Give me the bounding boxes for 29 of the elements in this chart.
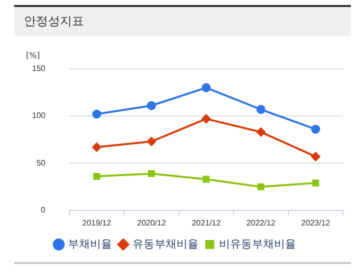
point bbox=[146, 101, 156, 110]
point bbox=[93, 172, 100, 180]
x-tick-label: 2023/12 bbox=[301, 218, 331, 228]
point bbox=[257, 183, 264, 190]
x-tick-label: 2020/12 bbox=[136, 218, 166, 228]
point bbox=[256, 104, 266, 114]
legend-label: 유동부채비율 bbox=[132, 237, 198, 250]
chart-title: 안정성지표 bbox=[24, 13, 84, 30]
x-tick-label: 2019/12 bbox=[82, 218, 112, 228]
y-tick-label: 0 bbox=[40, 206, 46, 215]
y-axis-title: [%] bbox=[26, 50, 40, 60]
y-tick-label: 100 bbox=[32, 111, 46, 120]
y-tick-label: 150 bbox=[32, 64, 46, 74]
point bbox=[146, 136, 156, 146]
legend-label: 비유동부채비율 bbox=[218, 237, 296, 250]
point bbox=[92, 110, 102, 119]
legend-label: 부채비율 bbox=[68, 237, 112, 250]
point bbox=[311, 124, 320, 134]
point bbox=[256, 128, 266, 137]
point bbox=[148, 170, 155, 178]
point bbox=[92, 142, 102, 152]
point bbox=[202, 114, 211, 124]
point bbox=[202, 176, 210, 183]
y-tick-label: 50 bbox=[36, 158, 46, 168]
x-tick-label: 2022/12 bbox=[246, 218, 276, 228]
point bbox=[311, 152, 320, 162]
point bbox=[202, 83, 211, 92]
point bbox=[312, 180, 320, 186]
x-tick-label: 2021/12 bbox=[192, 218, 222, 228]
